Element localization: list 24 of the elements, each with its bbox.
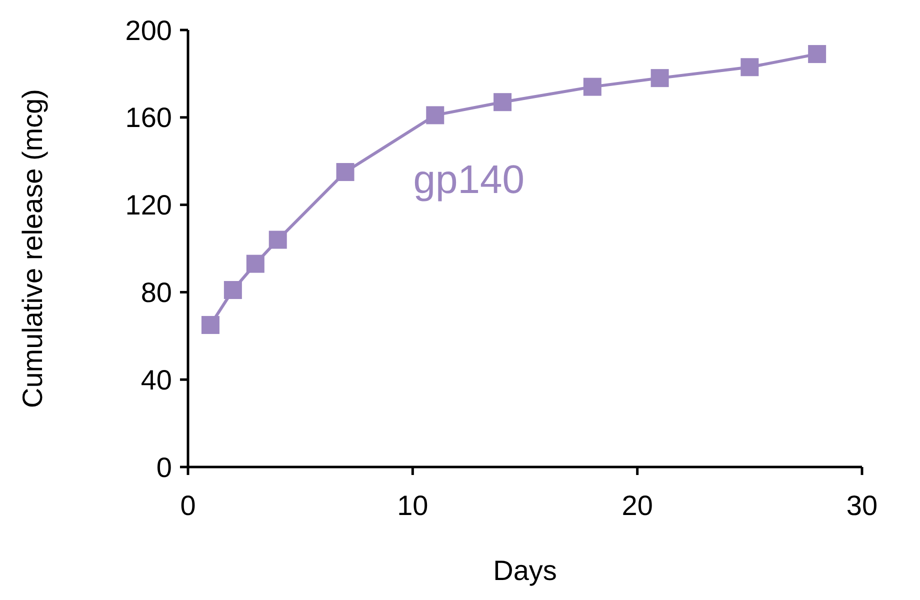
- y-tick-label: 80: [140, 277, 172, 308]
- x-tick-label: 20: [622, 490, 653, 521]
- point: [426, 106, 444, 124]
- series-label: gp140: [413, 158, 524, 202]
- point: [494, 93, 512, 112]
- point: [808, 45, 826, 64]
- y-tick-label: 0: [156, 452, 172, 483]
- point: [201, 316, 220, 334]
- x-tick-label: 0: [180, 490, 196, 521]
- y-tick-label: 160: [125, 102, 172, 134]
- y-axis-title: Cumulative release (mcg): [17, 89, 48, 408]
- x-tick-label: 30: [846, 490, 878, 521]
- y-tick-label: 120: [125, 190, 172, 221]
- point: [583, 78, 602, 96]
- point: [336, 163, 354, 182]
- point: [268, 230, 287, 249]
- point: [246, 254, 264, 273]
- x-axis-title: Days: [493, 555, 557, 586]
- y-tick-label: 40: [140, 364, 172, 396]
- point: [224, 281, 242, 300]
- point: [740, 58, 759, 76]
- y-tick-label: 200: [125, 14, 172, 46]
- x-tick-label: 10: [397, 490, 428, 521]
- point: [650, 69, 669, 88]
